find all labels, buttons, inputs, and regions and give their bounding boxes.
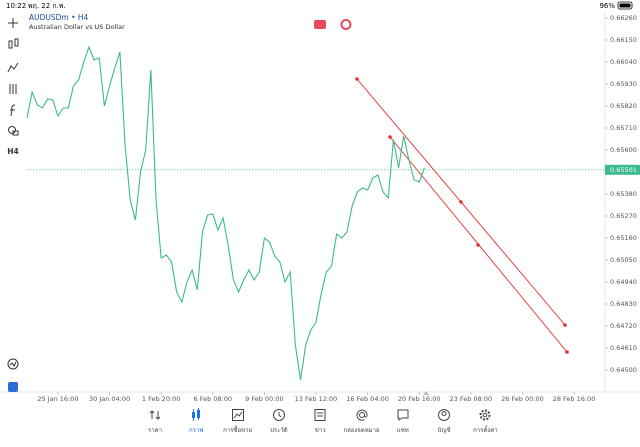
current-price-box	[605, 164, 640, 175]
y-tick-label: 0.65160	[610, 234, 637, 242]
trade-tool[interactable]	[8, 382, 18, 392]
y-tick-label: 0.65050	[610, 256, 637, 264]
nav-item[interactable]: ราคา	[135, 406, 175, 435]
y-tick-label: 0.65930	[610, 80, 637, 88]
current-price-label: 0.65501	[610, 166, 637, 174]
y-tick-label: 0.65270	[610, 212, 637, 220]
nav-icon	[149, 410, 161, 420]
y-tick-label: 0.66260	[610, 14, 637, 22]
price-line	[26, 45, 425, 381]
y-tick-label: 0.64830	[610, 300, 637, 308]
x-tick-label: 26 Feb 00:00	[501, 395, 544, 403]
x-tick-label: 25 Jan 16:00	[37, 395, 78, 403]
nav-label: กราฟ	[189, 427, 204, 434]
x-tick-label: 28 Feb 16:00	[553, 395, 596, 403]
indicators-tool[interactable]	[7, 62, 19, 73]
nav-label: ข่าว	[314, 427, 326, 434]
crosshair-tool[interactable]	[8, 18, 18, 28]
trend-point[interactable]	[476, 243, 480, 247]
nav-label: ราคา	[148, 427, 162, 434]
x-tick-label: 23 Feb 08:00	[449, 395, 492, 403]
nav-label: กล่องจดหมาย	[343, 427, 380, 434]
nav-label: บัญชี	[437, 427, 451, 434]
y-tick-label: 0.66040	[610, 58, 637, 66]
nav-item[interactable]: ประวัติ	[259, 406, 299, 435]
status-battery: 96%	[599, 2, 615, 10]
nav-item[interactable]: บัญชี	[424, 406, 464, 435]
nav-icon	[231, 409, 244, 421]
trend-point[interactable]	[563, 323, 567, 327]
nav-item[interactable]: การซื้อขาย	[218, 406, 258, 435]
left-toolbar	[7, 18, 19, 392]
one-click-toggle[interactable]	[340, 19, 352, 30]
nav-item[interactable]: กราฟ	[176, 406, 216, 435]
nav-item[interactable]: แชท	[383, 406, 423, 435]
analytics-tool[interactable]	[7, 358, 19, 370]
timeframe-button[interactable]: H4	[7, 147, 19, 156]
y-tick-label: 0.65380	[610, 190, 637, 198]
settings-tool[interactable]	[9, 84, 17, 94]
x-tick-label: 6 Feb 08:00	[194, 395, 233, 403]
battery-level	[619, 3, 631, 8]
trend-point[interactable]	[459, 200, 463, 204]
chart-type-tool[interactable]	[8, 38, 19, 49]
y-tick-label: 0.65710	[610, 124, 637, 132]
x-tick-label: 13 Feb 12:00	[295, 395, 338, 403]
y-tick-label: 0.64610	[610, 344, 637, 352]
objects-tool[interactable]	[8, 126, 19, 136]
nav-label: การซื้อขาย	[223, 427, 253, 434]
trend-point[interactable]	[355, 77, 359, 81]
x-tick-label: 16 Feb 04:00	[346, 395, 389, 403]
nav-icon	[397, 409, 409, 421]
chart: 10:22 พฤ. 22 ก.พ. 96% AUDUSDm • H4 Austr…	[0, 0, 640, 405]
function-tool[interactable]	[10, 104, 16, 117]
sell-button[interactable]	[314, 20, 326, 29]
y-tick-label: 0.65820	[610, 102, 637, 110]
x-tick-label: 9 Feb 00:00	[245, 395, 284, 403]
background	[0, 0, 640, 405]
y-tick-label: 0.66150	[610, 36, 637, 44]
nav-icon	[272, 409, 285, 421]
battery-icon	[617, 1, 633, 10]
scroll-marker	[423, 391, 429, 395]
y-tick-label: 0.64720	[610, 322, 637, 330]
nav-item[interactable]: ข่าว	[300, 406, 340, 435]
status-date: พฤ. 22 ก.พ.	[28, 2, 66, 10]
nav-label: การตั้งค่า	[473, 427, 498, 434]
trend-channel	[355, 77, 569, 354]
y-tick-label: 0.65600	[610, 146, 637, 154]
trend-point[interactable]	[565, 350, 569, 354]
nav-label: แชท	[396, 427, 409, 434]
nav-icon	[438, 409, 451, 421]
nav-label: ประวัติ	[270, 427, 288, 434]
nav-item[interactable]: การตั้งค่า	[465, 406, 505, 435]
y-tick-label: 0.64500	[610, 366, 637, 374]
x-tick-label: 30 Jan 04:00	[89, 395, 130, 403]
nav-item[interactable]: กล่องจดหมาย	[342, 406, 382, 435]
status-time: 10:22	[6, 2, 26, 10]
nav-icon	[314, 409, 326, 421]
y-tick-label: 0.64940	[610, 278, 637, 286]
symbol[interactable]: AUDUSDm • H4	[29, 13, 89, 22]
x-tick-label: 1 Feb 20:00	[142, 395, 181, 403]
nav-icon	[192, 408, 201, 421]
nav-icon	[356, 409, 368, 421]
symbol-description: Australian Dollar vs US Dollar	[29, 23, 125, 31]
x-tick-label: 20 Feb 16:00	[398, 395, 441, 403]
nav-icon	[479, 409, 491, 421]
trend-point[interactable]	[388, 135, 392, 139]
